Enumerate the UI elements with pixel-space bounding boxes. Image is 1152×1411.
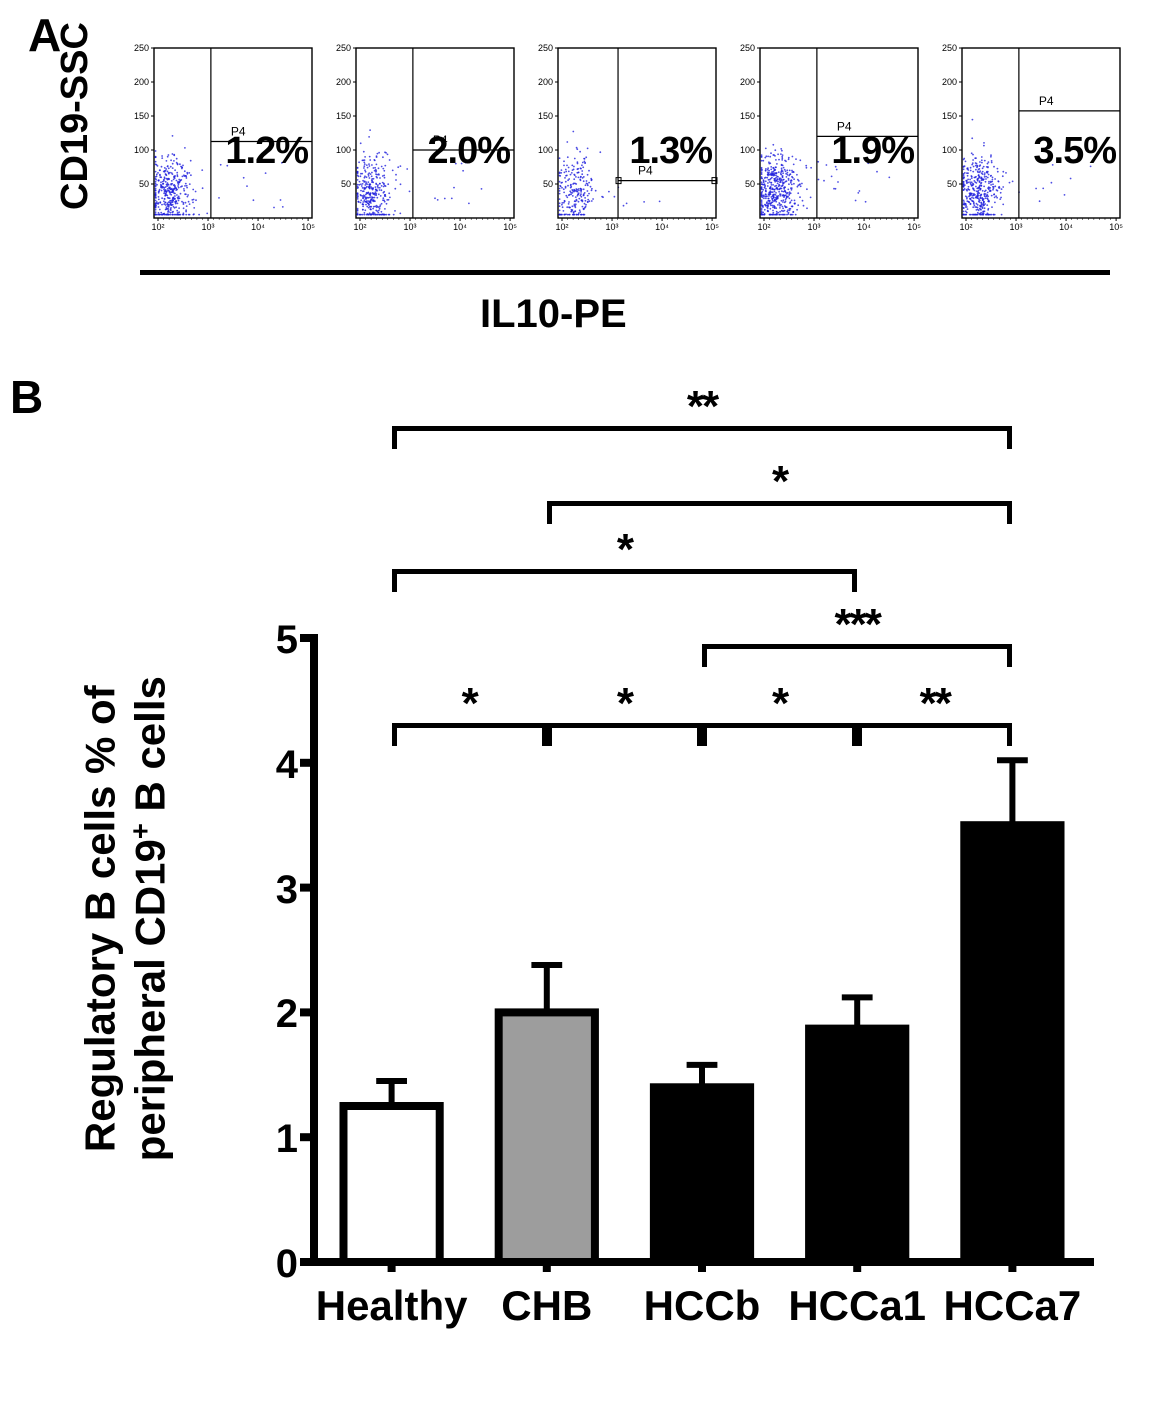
facs-plot-row: 50 100 150 200 250 10² 10³ 10⁴ 10⁵ P4 1.2% 50 100 150…: [128, 42, 1126, 242]
svg-text:10³: 10³: [606, 222, 619, 232]
svg-text:200: 200: [134, 77, 149, 87]
svg-text:50: 50: [745, 179, 755, 189]
svg-text:200: 200: [942, 77, 957, 87]
svg-text:10²: 10²: [555, 222, 568, 232]
bar: [343, 1106, 439, 1262]
svg-text:10⁴: 10⁴: [857, 222, 871, 232]
svg-text:50: 50: [341, 179, 351, 189]
svg-text:10³: 10³: [404, 222, 417, 232]
significance-label: ***: [835, 600, 880, 650]
y-tick-label: 3: [258, 868, 298, 913]
svg-text:100: 100: [134, 145, 149, 155]
svg-text:250: 250: [538, 43, 553, 53]
bar: [654, 1087, 750, 1262]
significance-label: *: [462, 679, 477, 729]
panel-b-label: B: [10, 370, 43, 424]
significance-label: *: [772, 679, 787, 729]
svg-text:50: 50: [947, 179, 957, 189]
svg-text:10²: 10²: [959, 222, 972, 232]
y-tick-label: 5: [258, 618, 298, 663]
svg-text:100: 100: [538, 145, 553, 155]
svg-text:250: 250: [740, 43, 755, 53]
facs-percentage: 1.2%: [225, 130, 308, 173]
svg-text:10²: 10²: [151, 222, 164, 232]
significance-label: *: [617, 679, 632, 729]
svg-text:10³: 10³: [1010, 222, 1023, 232]
facs-plot: 5010015020025010²10³10⁴10⁵P41.9%: [734, 42, 924, 242]
svg-text:150: 150: [942, 111, 957, 121]
svg-text:100: 100: [336, 145, 351, 155]
svg-text:200: 200: [740, 77, 755, 87]
x-tick-label: HCCb: [644, 1282, 761, 1330]
significance-label: **: [920, 679, 950, 729]
svg-text:10⁴: 10⁴: [655, 222, 669, 232]
svg-text:10⁵: 10⁵: [1109, 222, 1123, 232]
y-tick-label: 2: [258, 992, 298, 1037]
svg-text:10⁵: 10⁵: [907, 222, 921, 232]
svg-text:100: 100: [942, 145, 957, 155]
svg-text:10³: 10³: [808, 222, 821, 232]
facs-plot: 50 100 150 200 250 10² 10³ 10⁴ 10⁵ P4 3.5%: [936, 42, 1126, 242]
x-tick-label: Healthy: [316, 1282, 468, 1330]
svg-text:200: 200: [336, 77, 351, 87]
x-tick-label: CHB: [501, 1282, 592, 1330]
panel-b-y-axis-label: Regulatory B cells % of peripheral CD19+…: [77, 676, 176, 1161]
svg-text:50: 50: [543, 179, 553, 189]
svg-text:150: 150: [134, 111, 149, 121]
facs-percentage: 2.0%: [427, 130, 510, 173]
panel-a-y-axis-label: CD19-SSC: [54, 22, 97, 210]
facs-plot: 5010015020025010²10³10⁴10⁵P42.0%: [330, 42, 520, 242]
svg-text:10⁴: 10⁴: [1059, 222, 1073, 232]
bar: [964, 825, 1060, 1262]
significance-label: **: [687, 382, 717, 432]
svg-text:P4: P4: [1039, 94, 1054, 108]
svg-text:10²: 10²: [353, 222, 366, 232]
svg-text:250: 250: [134, 43, 149, 53]
y-axis-label-line1: Regulatory B cells % of: [77, 685, 124, 1152]
significance-label: *: [617, 525, 632, 575]
panel-b-container: Regulatory B cells % of peripheral CD19+…: [100, 402, 1120, 1392]
svg-text:10⁵: 10⁵: [503, 222, 517, 232]
svg-text:10³: 10³: [202, 222, 215, 232]
y-tick-label: 4: [258, 743, 298, 788]
svg-text:50: 50: [139, 179, 149, 189]
svg-text:100: 100: [740, 145, 755, 155]
x-tick-label: HCCa7: [944, 1282, 1082, 1330]
panel-a-underline: [140, 270, 1110, 275]
facs-percentage: 1.9%: [831, 130, 914, 173]
y-tick-label: 0: [258, 1242, 298, 1287]
significance-label: *: [772, 457, 787, 507]
svg-text:150: 150: [336, 111, 351, 121]
svg-text:150: 150: [740, 111, 755, 121]
y-tick-label: 1: [258, 1117, 298, 1162]
facs-percentage: 1.3%: [629, 130, 712, 173]
svg-text:10⁴: 10⁴: [453, 222, 467, 232]
svg-text:10⁵: 10⁵: [301, 222, 315, 232]
facs-plot: 5010015020025010²10³10⁴10⁵P41.2%: [128, 42, 318, 242]
x-tick-label: HCCa1: [788, 1282, 926, 1330]
bar: [499, 1012, 595, 1262]
panel-a-x-axis-label: IL10-PE: [480, 292, 627, 337]
facs-percentage: 3.5%: [1033, 130, 1116, 173]
y-axis-label-line2: peripheral CD19+ B cells: [125, 676, 175, 1161]
facs-plot: 5010015020025010²10³10⁴10⁵P41.3%: [532, 42, 722, 242]
svg-text:10⁵: 10⁵: [705, 222, 719, 232]
svg-text:200: 200: [538, 77, 553, 87]
svg-text:10²: 10²: [757, 222, 770, 232]
svg-text:150: 150: [538, 111, 553, 121]
svg-text:250: 250: [942, 43, 957, 53]
svg-text:10⁴: 10⁴: [251, 222, 265, 232]
bar: [809, 1029, 905, 1262]
svg-text:250: 250: [336, 43, 351, 53]
